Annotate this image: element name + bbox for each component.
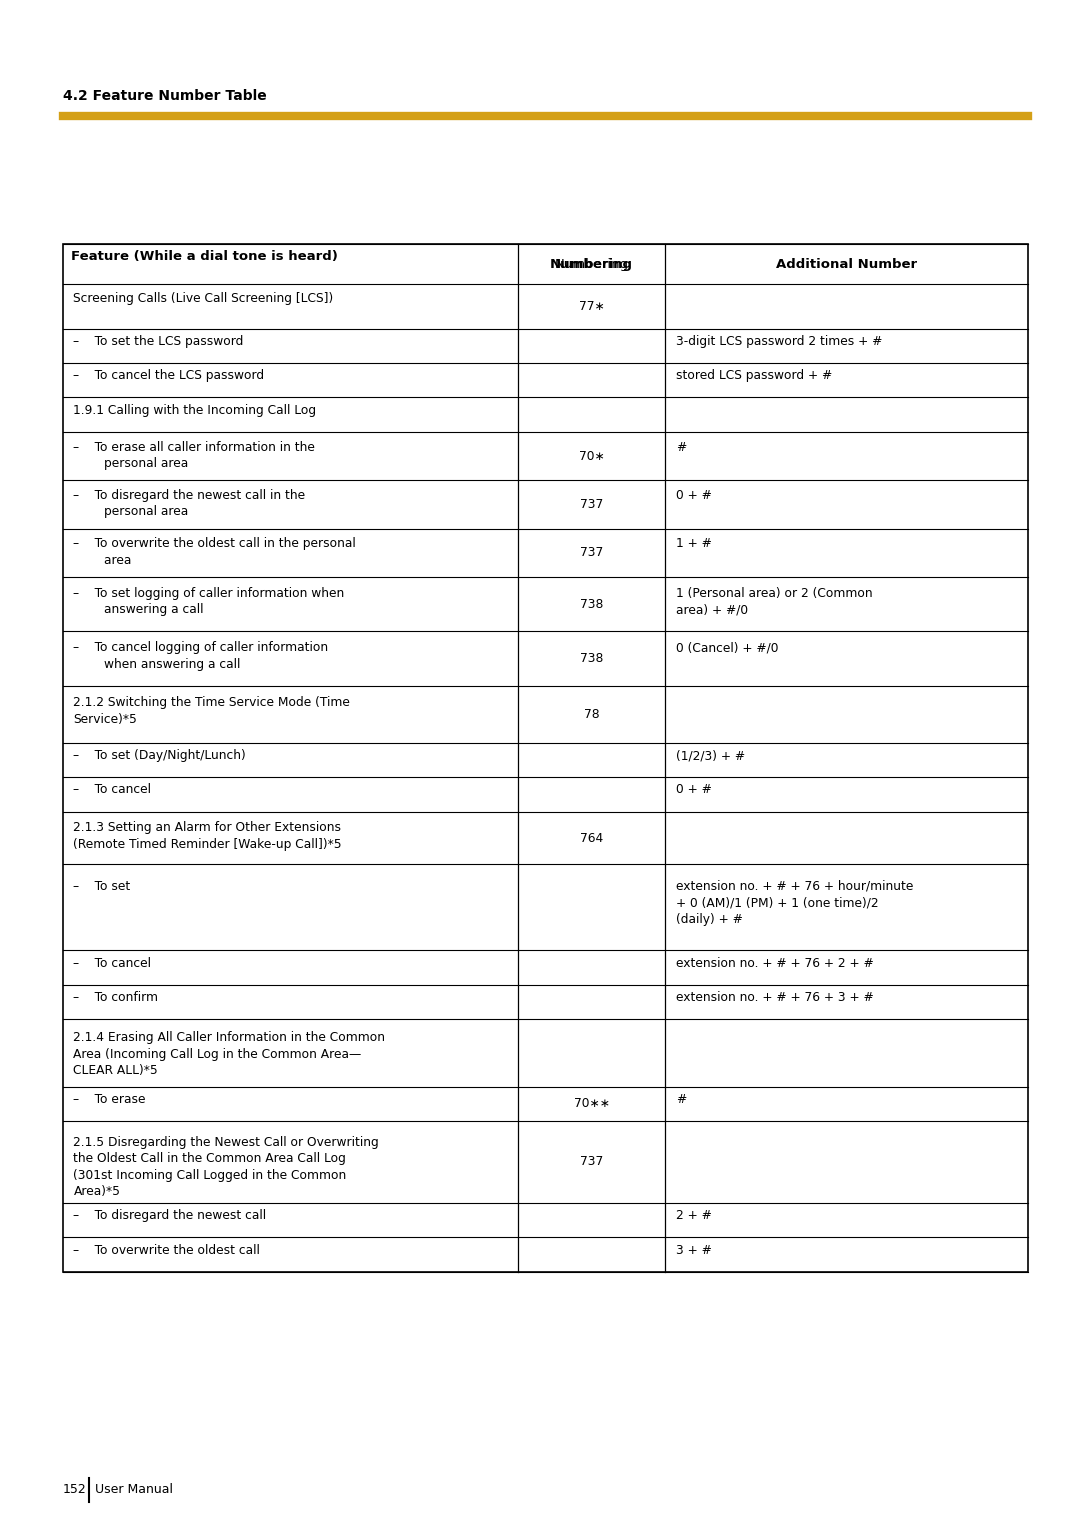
Text: 78: 78 [584,707,599,721]
Text: 3 + #: 3 + # [676,1244,712,1256]
Text: 70∗: 70∗ [579,449,605,463]
Text: 0 + #: 0 + # [676,489,712,501]
Text: –    To set logging of caller information when
        answering a call: – To set logging of caller information w… [73,587,345,616]
Text: –    To cancel: – To cancel [73,784,151,796]
Text: –    To cancel logging of caller information
        when answering a call: – To cancel logging of caller informatio… [73,642,328,671]
Text: 1 (Personal area) or 2 (Common
area) + #/0: 1 (Personal area) or 2 (Common area) + #… [676,587,873,616]
Text: stored LCS password + #: stored LCS password + # [676,370,833,382]
Text: 70∗∗: 70∗∗ [573,1097,610,1111]
Text: 77∗: 77∗ [579,299,605,313]
Text: –    To set (Day/Night/Lunch): – To set (Day/Night/Lunch) [73,749,246,762]
Text: Screening Calls (Live Call Screening [LCS]): Screening Calls (Live Call Screening [LC… [73,292,334,306]
Text: –    To disregard the newest call: – To disregard the newest call [73,1209,267,1222]
Text: Numbering: Numbering [550,258,633,270]
Text: –    To cancel the LCS password: – To cancel the LCS password [73,370,265,382]
Text: 152: 152 [63,1484,86,1496]
Text: 0 + #: 0 + # [676,784,712,796]
Text: Additional Number: Additional Number [777,258,917,270]
Text: 4.2 Feature Number Table: 4.2 Feature Number Table [63,89,267,104]
Text: 2.1.3 Setting an Alarm for Other Extensions
(Remote Timed Reminder [Wake-up Call: 2.1.3 Setting an Alarm for Other Extensi… [73,821,342,851]
Text: –    To cancel: – To cancel [73,957,151,970]
Text: 738: 738 [580,652,604,665]
Text: –    To set the LCS password: – To set the LCS password [73,335,244,348]
Text: 2.1.4 Erasing All Caller Information in the Common
Area (Incoming Call Log in th: 2.1.4 Erasing All Caller Information in … [73,1031,386,1077]
Text: –    To erase all caller information in the
        personal area: – To erase all caller information in the… [73,440,315,471]
Text: #: # [676,1093,686,1106]
Text: 2.1.5 Disregarding the Newest Call or Overwriting
the Oldest Call in the Common : 2.1.5 Disregarding the Newest Call or Ov… [73,1135,379,1198]
Text: User Manual: User Manual [95,1484,173,1496]
Text: 764: 764 [580,831,604,845]
Text: 2 + #: 2 + # [676,1209,712,1222]
Text: Numbering: Numbering [555,258,629,270]
Text: 737: 737 [580,498,604,510]
Text: extension no. + # + 76 + 2 + #: extension no. + # + 76 + 2 + # [676,957,874,970]
Text: 737: 737 [580,545,604,559]
Text: –    To overwrite the oldest call: – To overwrite the oldest call [73,1244,260,1256]
Text: 1 + #: 1 + # [676,538,712,550]
Text: –    To overwrite the oldest call in the personal
        area: – To overwrite the oldest call in the pe… [73,538,356,567]
Text: 1.9.1 Calling with the Incoming Call Log: 1.9.1 Calling with the Incoming Call Log [73,403,316,417]
Text: 2.1.2 Switching the Time Service Mode (Time
Service)*5: 2.1.2 Switching the Time Service Mode (T… [73,697,350,726]
Text: –    To disregard the newest call in the
        personal area: – To disregard the newest call in the pe… [73,489,306,518]
Text: 0 (Cancel) + #/0: 0 (Cancel) + #/0 [676,642,779,654]
Bar [63,244,1028,1271]
Text: 3-digit LCS password 2 times + #: 3-digit LCS password 2 times + # [676,335,882,348]
Text: Feature (While a dial tone is heard): Feature (While a dial tone is heard) [71,251,338,263]
Text: 737: 737 [580,1155,604,1169]
Text: 738: 738 [580,597,604,611]
Text: extension no. + # + 76 + 3 + #: extension no. + # + 76 + 3 + # [676,992,874,1004]
Text: –    To erase: – To erase [73,1093,146,1106]
Text: #: # [676,440,686,454]
Text: extension no. + # + 76 + hour/minute
+ 0 (AM)/1 (PM) + 1 (one time)/2
(daily) + : extension no. + # + 76 + hour/minute + 0… [676,880,914,926]
Text: –    To confirm: – To confirm [73,992,159,1004]
Text: (1/2/3) + #: (1/2/3) + # [676,749,745,762]
Text: –    To set: – To set [73,880,131,892]
